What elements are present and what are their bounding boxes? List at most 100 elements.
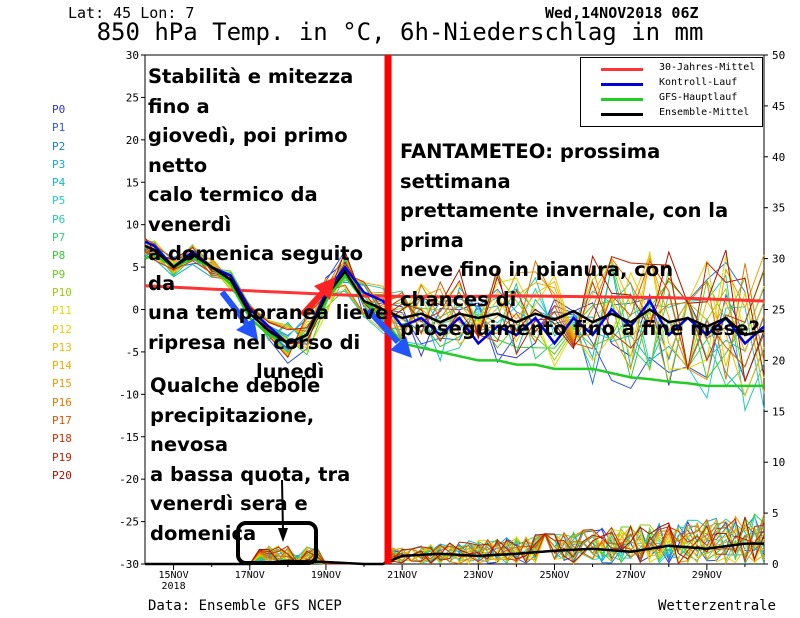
- annotation-line: Stabilità e mitezza fino a: [148, 65, 354, 118]
- legend-item: Ensemble-Mittel: [581, 107, 762, 121]
- y-right-tick-label: 20: [772, 354, 785, 367]
- annotation-line: lunedì: [256, 360, 325, 383]
- legend-label: GFS-Hauptlauf: [659, 92, 738, 103]
- chart-legend: 30-Jahres-Mittel Kontroll-Lauf GFS-Hauptla…: [580, 57, 763, 127]
- annotation-line: precipitazione, nevosa: [150, 403, 315, 457]
- legend-label: 30-Jahres-Mittel: [659, 62, 756, 73]
- y-right-tick-label: 15: [772, 405, 785, 418]
- series-line: [144, 240, 765, 346]
- run-timestamp: Wed,14NOV2018 06Z: [545, 4, 699, 22]
- y-left-tick-label: -20: [119, 473, 139, 486]
- y-right-tick-label: 40: [772, 151, 785, 164]
- member-label: P5: [52, 194, 66, 208]
- y-left-tick-label: 10: [126, 219, 139, 232]
- annotation-line: calo termico da venerdì: [148, 183, 318, 236]
- y-right-tick-label: 10: [772, 456, 785, 469]
- member-label: P9: [52, 267, 66, 281]
- member-label: P3: [52, 157, 66, 171]
- x-tick-label: 15NOV: [159, 570, 189, 581]
- legend-label: Ensemble-Mittel: [659, 107, 750, 118]
- member-label: P4: [52, 176, 66, 190]
- black-arrow: [278, 479, 288, 542]
- y-left-tick-label: 0: [132, 304, 139, 317]
- member-label: P16: [52, 395, 72, 409]
- member-label: P19: [52, 450, 72, 464]
- y-right-tick-label: 30: [772, 253, 785, 266]
- y-left-tick-label: -15: [119, 431, 139, 444]
- annotation-line: ripresa nel corso di: [148, 330, 361, 354]
- y-right-tick-label: 45: [772, 100, 785, 113]
- y-left-tick-label: 25: [126, 91, 139, 104]
- legend-swatch: [601, 68, 643, 71]
- member-label: P11: [52, 304, 72, 318]
- y-left-tick-label: 30: [126, 49, 139, 62]
- legend-swatch: [601, 113, 643, 116]
- data-source: Data: Ensemble GFS NCEP: [148, 598, 342, 614]
- precip-highlight-box: [236, 521, 318, 565]
- y-left-tick-label: 15: [126, 176, 139, 189]
- ensemble-member-list: P0 P1 P2 P3 P4 P5 P6 P7 P8 P9 P10 P11 P12 P13 P14 P15 P1…: [52, 101, 72, 485]
- annotation-top-right: FANTAMETEO: prossima settimana prettament…: [400, 137, 760, 344]
- annotation-line: a domenica seguito da: [148, 242, 363, 295]
- member-label: P6: [52, 212, 66, 226]
- x-tick-label: 21NOV: [387, 570, 417, 581]
- blue-arrow-left: [219, 290, 258, 340]
- chart-title: 850 hPa Temp. in °C, 6h-Niederschlag in …: [96, 18, 704, 46]
- annotation-line: proseguimento fino a fine mese?: [400, 317, 760, 340]
- member-label: P8: [52, 249, 66, 263]
- annotation-line: Qualche debole: [150, 374, 321, 397]
- member-label: P12: [52, 322, 72, 336]
- member-label: P2: [52, 139, 66, 153]
- annotation-bottom-left: Qualche debole precipitazione, nevosa a ba…: [150, 371, 396, 548]
- x-tick-label: 25NOV: [539, 570, 569, 581]
- series-line: [144, 252, 764, 388]
- annotation-line: neve fino in pianura, con chances di: [400, 258, 674, 311]
- y-right-tick-label: 0: [772, 558, 779, 571]
- y-left-tick-label: 5: [132, 261, 139, 274]
- annotation-top-left: Stabilità e mitezza fino a giovedì, poi p…: [148, 62, 394, 387]
- y-left-tick-label: -25: [119, 516, 139, 529]
- y-left-tick-label: 20: [126, 134, 139, 147]
- annotation-line: giovedì, poi primo netto: [148, 124, 348, 177]
- x-tick-label: 27NOV: [616, 570, 646, 581]
- member-label: P10: [52, 285, 72, 299]
- legend-item: GFS-Hauptlauf: [581, 92, 762, 106]
- y-left-tick-label: -30: [119, 558, 139, 571]
- y-right-tick-label: 50: [772, 49, 785, 62]
- location-label: Lat: 45 Lon: 7: [68, 4, 195, 22]
- annotation-line: venerdì sera e domenica: [150, 492, 308, 545]
- member-label: P0: [52, 103, 66, 116]
- member-label: P13: [52, 340, 72, 354]
- blue-arrow-right: [365, 307, 412, 358]
- member-label: P17: [52, 414, 72, 428]
- member-label: P18: [52, 432, 72, 446]
- x-tick-label: 23NOV: [463, 570, 493, 581]
- y-left-tick-label: -5: [126, 346, 139, 359]
- y-right-tick-label: 35: [772, 202, 785, 215]
- brand-label: Wetterzentrale: [657, 598, 776, 614]
- member-label: P1: [52, 121, 66, 135]
- legend-swatch: [601, 98, 643, 101]
- x-tick-label: 17NOV: [235, 570, 265, 581]
- member-label: P14: [52, 359, 72, 373]
- legend-label: Kontroll-Lauf: [659, 77, 738, 88]
- series-line: [144, 244, 765, 345]
- y-right-tick-label: 5: [772, 507, 779, 520]
- legend-item: 30-Jahres-Mittel: [581, 62, 762, 76]
- member-label: P15: [52, 377, 72, 391]
- member-label: P7: [52, 231, 66, 245]
- x-tick-label: 19NOV: [311, 570, 341, 581]
- annotation-line: FANTAMETEO: prossima settimana: [400, 140, 661, 193]
- y-right-tick-label: 25: [772, 304, 785, 317]
- annotation-line: a bassa quota, tra: [150, 462, 351, 486]
- legend-swatch: [601, 83, 643, 86]
- annotation-line: una temporanea lieve: [148, 301, 389, 324]
- red-arrow: [299, 277, 336, 318]
- x-tick-label: 29NOV: [692, 570, 722, 581]
- annotation-line: prettamente invernale, con la prima: [400, 199, 729, 252]
- y-left-tick-label: -10: [119, 388, 139, 401]
- member-label: P20: [52, 468, 72, 482]
- x-year-label: 2018: [162, 581, 186, 592]
- legend-item: Kontroll-Lauf: [581, 77, 762, 91]
